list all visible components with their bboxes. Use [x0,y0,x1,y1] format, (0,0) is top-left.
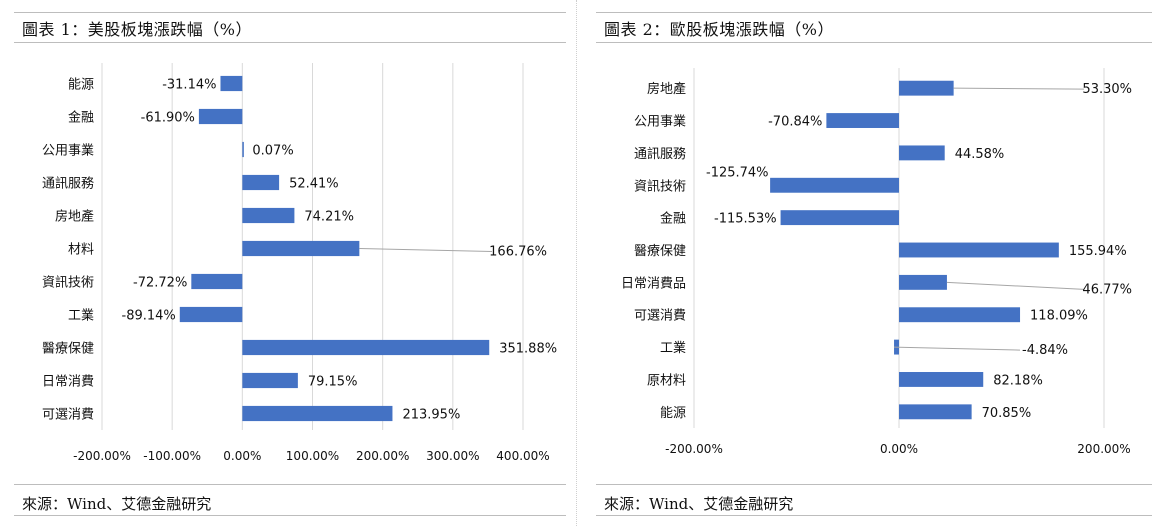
source-note: 來源：Wind、艾德金融研究 [22,495,212,513]
bar [899,404,972,420]
category-label: 房地產 [647,81,686,97]
leader-line [953,87,1085,90]
bar [242,405,393,422]
data-label: -125.74% [706,165,769,180]
category-label: 資訊技術 [42,276,94,291]
panel-bottom-rule [14,515,566,516]
category-label: 可選消費 [42,408,94,423]
category-label: 公用事業 [42,143,94,159]
x-tick-label: 100.00% [286,449,339,463]
chart-panel-us: 圖表 1：美股板塊漲跌幅（%） -200.00% -100.00% 0.00% 100… [14,12,566,516]
data-label: 0.07% [252,144,293,159]
panel-bottom-rule [596,515,1152,516]
data-label: -70.84% [768,115,822,130]
bar [242,174,280,191]
bar [242,141,244,158]
data-label: 82.18% [993,373,1043,388]
data-label: 52.41% [289,177,339,192]
panel-title: 圖表 1：美股板塊漲跌幅（%） [22,20,252,39]
data-label: 46.77% [1082,282,1132,297]
bar [899,145,945,161]
category-label: 原材料 [647,373,686,388]
data-label: 44.58% [955,147,1005,162]
x-tick-label: 0.00% [880,442,918,456]
x-tick-label: 300.00% [426,449,479,463]
bar [242,372,298,389]
data-label: 70.85% [982,406,1032,421]
category-label: 金融 [660,211,686,227]
x-tick-label: 0.00% [223,449,261,463]
bar [899,307,1021,323]
category-label: 醫療保健 [634,244,686,259]
data-label: -89.14% [122,309,176,324]
bar [242,240,360,257]
panel-top-rule [14,12,566,13]
bar-chart-us: -200.00% -100.00% 0.00% 100.00% 200.00% 300.0… [42,63,557,463]
data-label: -72.72% [133,276,187,291]
bar [899,274,947,290]
category-label: 通訊服務 [634,147,686,162]
bar [198,108,243,125]
data-label: -31.14% [162,78,216,93]
leader-line [894,346,1021,351]
bar [242,207,295,224]
bar-chart-eu: -200.00% 0.00% 200.00% 房地產 53.30% 公用事業 -70.84%… [621,68,1132,456]
title-underline [14,42,566,43]
panel-top-rule [596,12,1152,13]
data-label: 351.88% [499,342,557,357]
source-note: 來源：Wind、艾德金融研究 [604,495,794,513]
category-label: 資訊技術 [634,179,686,194]
bar [179,306,243,323]
data-label: -115.53% [714,212,777,227]
category-label: 醫療保健 [42,342,94,357]
x-tick-label: -100.00% [143,449,201,463]
chart-panel-eu: 圖表 2：歐股板塊漲跌幅（%） -200.00% 0.00% 200.00% 房地產 5… [596,12,1152,516]
x-tick-label: 200.00% [1077,442,1130,456]
source-overline [14,484,566,485]
category-label: 工業 [68,308,94,324]
bar [899,80,954,96]
data-label: 166.76% [489,245,547,260]
title-underline [596,42,1152,43]
bar [826,113,899,128]
category-label: 工業 [660,340,686,356]
x-tick-label: -200.00% [73,449,131,463]
x-tick-label: 400.00% [496,449,549,463]
category-label: 能源 [68,78,94,93]
bar [242,339,490,356]
x-tick-label: 200.00% [356,449,409,463]
category-label: 日常消費 [42,375,94,390]
category-label: 房地產 [55,209,94,225]
category-label: 可選消費 [634,309,686,324]
bar [780,210,899,226]
source-overline [596,484,1152,485]
data-label: 118.09% [1030,309,1088,324]
data-label: 53.30% [1082,82,1132,97]
data-label: 213.95% [402,408,460,423]
bar [191,273,243,290]
category-label: 日常消費品 [621,276,686,291]
x-tick-label: -200.00% [665,442,723,456]
bar [899,372,984,387]
panel-divider [576,0,577,526]
leader-line [359,248,493,252]
category-label: 金融 [68,110,94,126]
leader-line [946,281,1085,290]
data-label: 74.21% [304,210,354,225]
data-label: 79.15% [308,375,358,390]
category-label: 能源 [660,406,686,421]
bar [899,242,1059,258]
bar [220,75,243,92]
panel-title: 圖表 2：歐股板塊漲跌幅（%） [604,20,834,39]
bar [770,177,899,193]
category-label: 通訊服務 [42,177,94,192]
category-label: 材料 [68,243,94,258]
data-label: -4.84% [1022,343,1068,358]
data-label: -61.90% [141,111,195,126]
category-label: 公用事業 [634,114,686,130]
data-label: 155.94% [1069,244,1127,259]
